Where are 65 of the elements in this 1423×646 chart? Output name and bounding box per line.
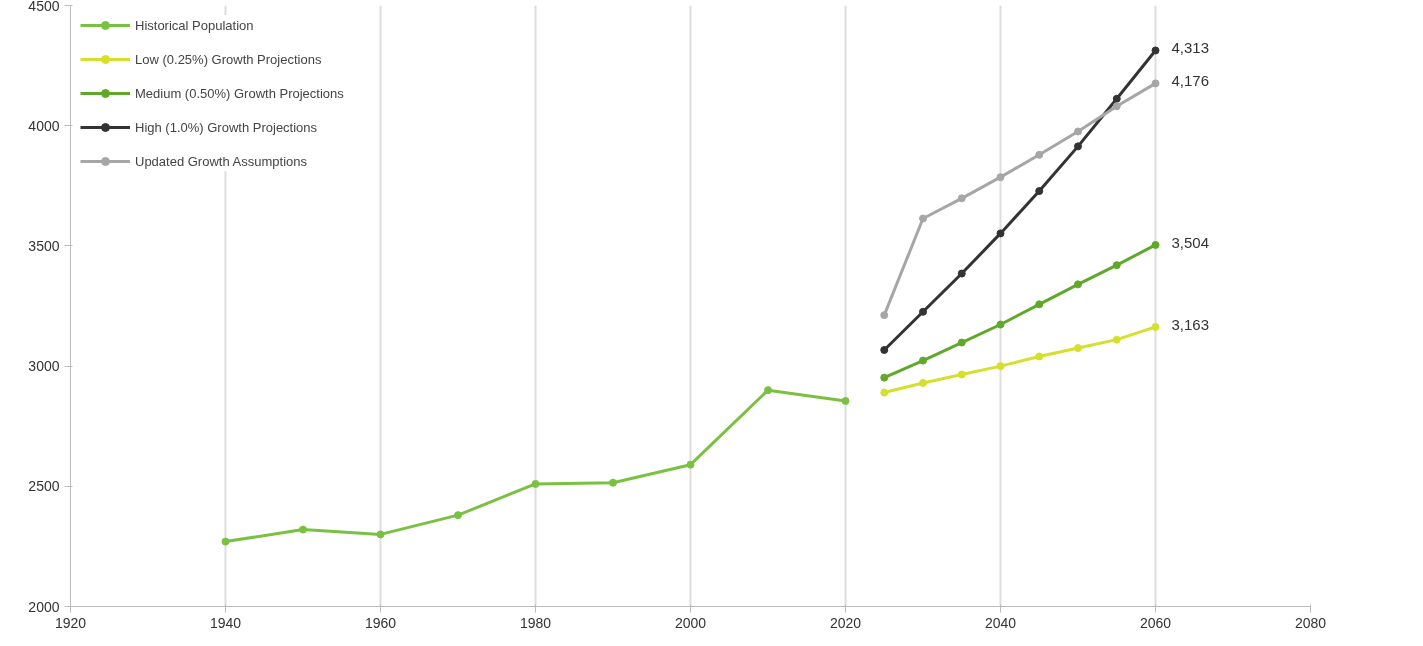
point [764, 386, 772, 395]
point [1074, 344, 1082, 353]
point [996, 362, 1005, 371]
point [880, 311, 889, 320]
point [1151, 322, 1160, 331]
point [1151, 240, 1160, 249]
point [919, 356, 927, 365]
x-tick-label: 2040 [984, 614, 1017, 631]
point [454, 511, 462, 520]
legend-label: High (1.0%) Growth Projections [135, 119, 318, 135]
point [957, 370, 966, 379]
point [996, 229, 1005, 238]
x-tick-label: 2080 [1294, 614, 1327, 631]
y-tick-label: 4500 [28, 0, 60, 14]
point [1151, 46, 1160, 55]
legend-label: Low (0.25%) Growth Projections [135, 51, 322, 67]
data-label: 3,504 [1171, 233, 1210, 251]
x-tick-label: 1960 [364, 614, 397, 631]
x-tick-label: 2020 [829, 614, 862, 631]
point [957, 269, 966, 278]
point [1112, 102, 1121, 111]
point [609, 478, 617, 487]
point [1074, 280, 1082, 289]
y-tick-label: 3500 [28, 237, 60, 254]
point [919, 214, 927, 223]
point [996, 320, 1005, 329]
point [880, 346, 889, 354]
point [957, 194, 966, 203]
legend-label: Medium (0.50%) Growth Projections [135, 85, 344, 101]
point [1035, 150, 1044, 159]
point [686, 460, 695, 469]
data-label: 4,176 [1171, 72, 1210, 90]
y-tick-label: 2000 [28, 598, 60, 615]
point [880, 388, 889, 397]
point [957, 338, 966, 347]
y-tick-label: 4000 [28, 117, 60, 134]
point [531, 479, 540, 488]
y-tick-label: 3000 [28, 358, 60, 375]
point [1035, 187, 1044, 196]
point [1112, 335, 1121, 344]
data-label: 4,313 [1171, 39, 1210, 57]
legend-label: Updated Growth Assumptions [135, 153, 307, 169]
y-tick-label: 2500 [28, 478, 60, 495]
x-tick-label: 1920 [54, 614, 87, 631]
x-tick-label: 1940 [209, 614, 242, 631]
point [1112, 261, 1121, 270]
point [1112, 94, 1121, 103]
point [919, 378, 927, 387]
point [1151, 79, 1160, 88]
point [1074, 127, 1082, 136]
x-tick-label: 2000 [674, 614, 707, 631]
point [996, 173, 1005, 182]
x-tick-label: 1980 [519, 614, 552, 631]
point [1074, 142, 1082, 151]
data-label: 3,163 [1171, 315, 1210, 333]
point [1035, 352, 1044, 361]
x-tick-label: 2060 [1139, 614, 1172, 631]
point [841, 396, 850, 405]
point [221, 537, 230, 546]
legend-label: Historical Population [135, 17, 254, 33]
point [919, 307, 927, 316]
point [376, 530, 385, 539]
point [1035, 300, 1044, 309]
point [299, 525, 307, 534]
point [880, 373, 889, 382]
